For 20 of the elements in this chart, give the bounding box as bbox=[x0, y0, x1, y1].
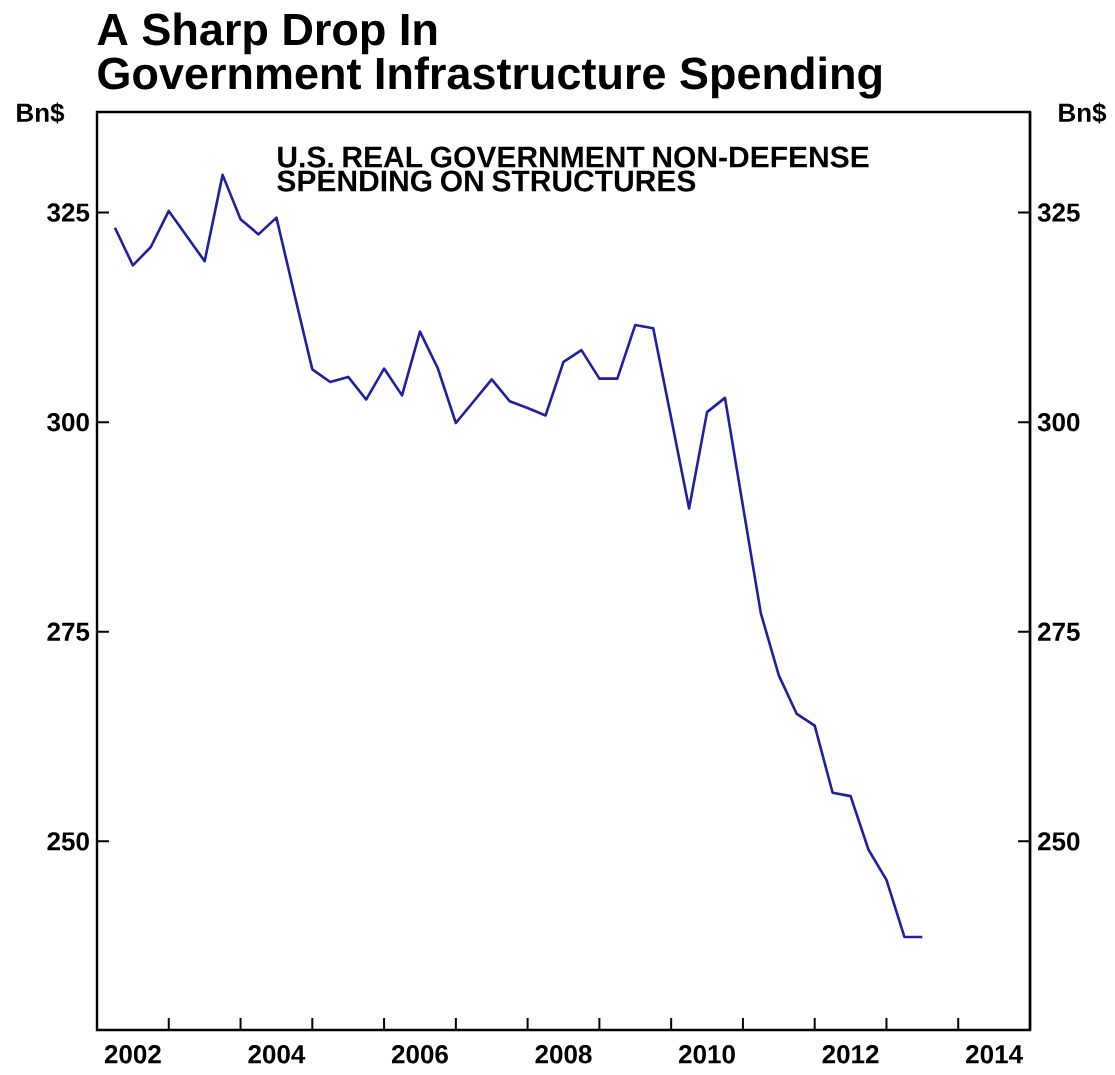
y2-tick-label: 275 bbox=[1037, 622, 1080, 641]
y2-tick-label: 300 bbox=[1037, 412, 1080, 432]
chart-subtitle: Government Infrastructure Spending bbox=[98, 56, 881, 99]
y-tick-label: 300 bbox=[47, 412, 89, 432]
x-tick-label: 2006 bbox=[391, 1045, 448, 1064]
annotation: U.S. REAL GOVERNMENT NON-DEFENSE SPENDING ON STRUCTURES bbox=[277, 146, 869, 192]
y2-tick-label: 250 bbox=[1037, 832, 1080, 851]
x-tick-label: 2014 bbox=[966, 1045, 1023, 1064]
y-tick-label: 325 bbox=[47, 203, 90, 222]
y2-axis-title: Bn$ bbox=[1059, 102, 1107, 124]
y2-tick-label: 325 bbox=[1037, 203, 1080, 222]
y-tick-label: 250 bbox=[47, 832, 89, 851]
y-axis-title: Bn$ bbox=[17, 102, 65, 124]
x-tick-label: 2010 bbox=[679, 1045, 735, 1064]
x-tick-label: 2008 bbox=[535, 1045, 592, 1064]
x-tick-label: 2012 bbox=[822, 1045, 879, 1064]
x-tick-label: 2004 bbox=[248, 1045, 306, 1064]
y-tick-label: 275 bbox=[47, 622, 90, 641]
chart-title: A Sharp Drop In bbox=[97, 12, 437, 55]
x-tick-label: 2002 bbox=[104, 1045, 161, 1064]
